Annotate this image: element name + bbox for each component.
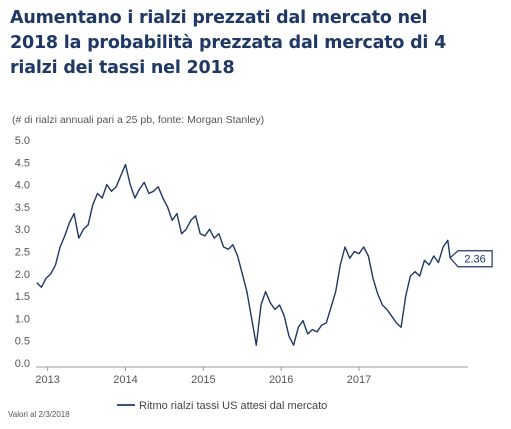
x-tick-label: 2014 (113, 374, 137, 386)
chart-title-line-2: 2018 la probabilità prezzata dal mercato… (10, 33, 447, 53)
legend-label: Ritmo rialzi tassi US attesi dal mercato (139, 400, 327, 412)
chart-subtitle: (# di rialzi annuali pari a 25 pb, fonte… (12, 114, 265, 126)
callout-value: 2.36 (464, 254, 485, 266)
y-tick-label: 0.5 (15, 336, 30, 348)
chart-title-line-3: rialzi dei tassi nel 2018 (10, 58, 235, 78)
x-tick-label: 2016 (269, 374, 293, 386)
y-axis: 0.0 0.5 1.0 1.5 2.0 2.5 3.0 3.5 4.0 4.5 5.0 (15, 135, 30, 370)
y-tick-label: 4.5 (15, 157, 30, 169)
y-tick-label: 1.0 (15, 313, 30, 325)
last-value-callout: 2.36 (449, 250, 493, 268)
x-tick-label: 2013 (35, 374, 59, 386)
series-line (36, 163, 451, 346)
y-tick-label: 0.0 (15, 358, 30, 370)
footnote: Valori al 2/3/2018 (8, 410, 70, 419)
x-tick-label: 2017 (347, 374, 371, 386)
y-tick-label: 2.0 (15, 269, 30, 281)
x-tick-label: 2015 (191, 374, 215, 386)
y-tick-label: 1.5 (15, 291, 30, 303)
series-layer (36, 163, 451, 346)
legend: Ritmo rialzi tassi US attesi dal mercato (117, 400, 327, 412)
y-tick-label: 5.0 (15, 135, 30, 147)
y-tick-label: 3.0 (15, 224, 30, 236)
y-tick-label: 3.5 (15, 202, 30, 214)
chart-title: Aumentano i rialzi prezzati dal mercato … (10, 6, 505, 81)
chart-title-line-1: Aumentano i rialzi prezzati dal mercato … (10, 8, 428, 28)
y-tick-label: 2.5 (15, 247, 30, 259)
callout-box (449, 250, 493, 268)
y-tick-label: 4.0 (15, 180, 30, 192)
x-axis: 2013 2014 2015 2016 2017 (35, 366, 468, 386)
